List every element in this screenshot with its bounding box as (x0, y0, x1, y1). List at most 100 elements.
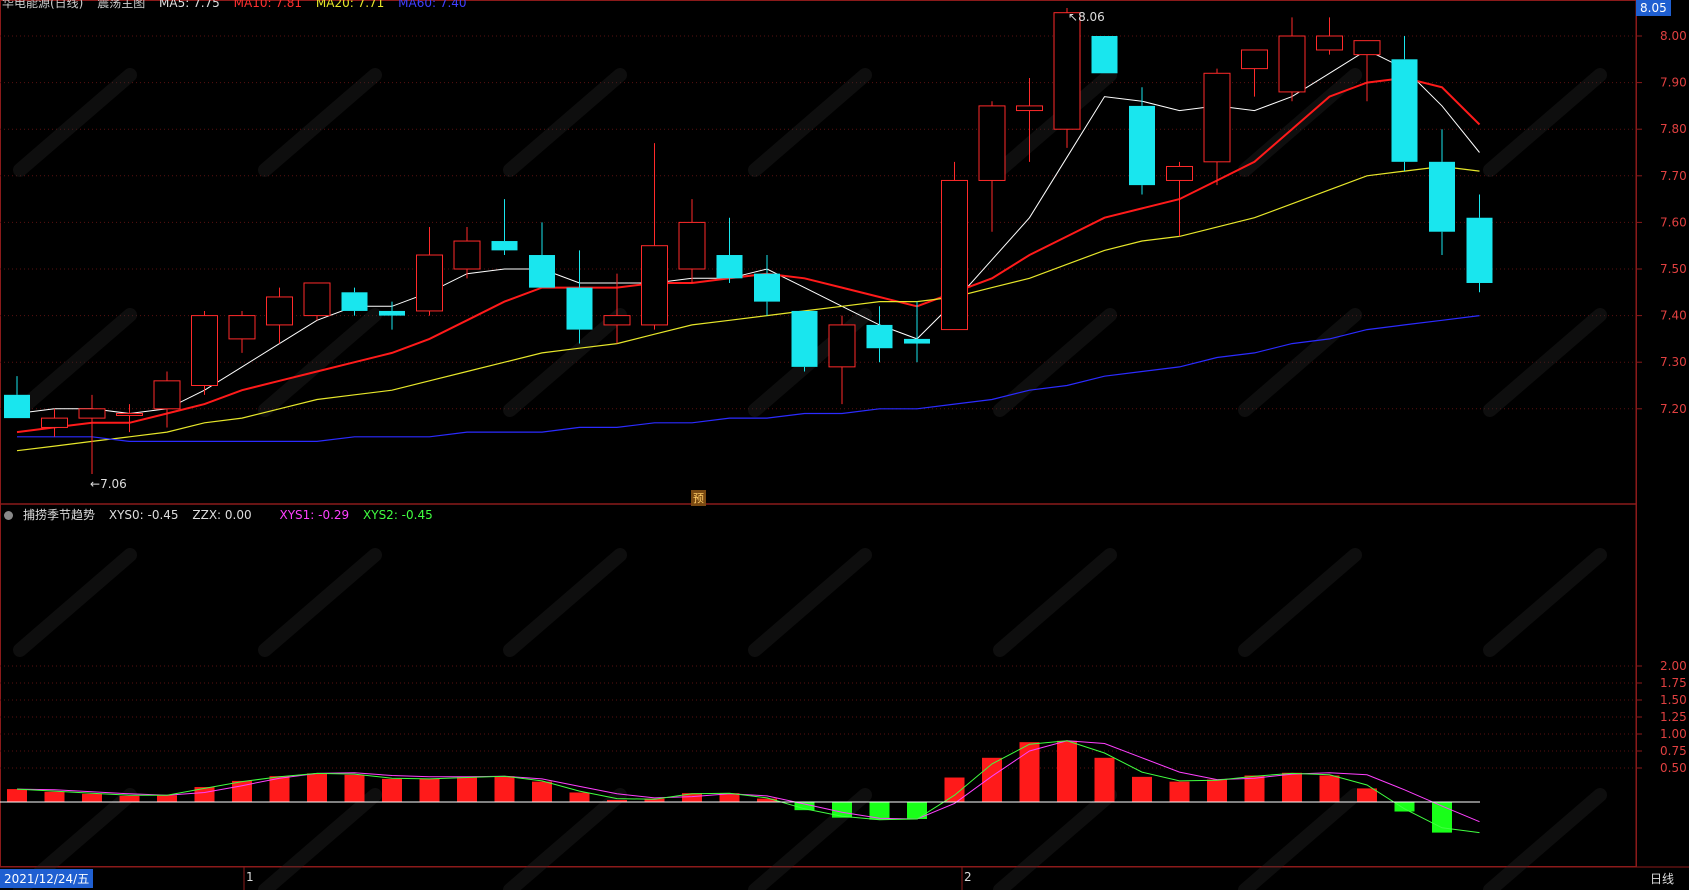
candle (1016, 77, 1043, 162)
xys2-label: XYS2: -0.45 (363, 508, 433, 522)
candle-body-up (1203, 72, 1231, 163)
candle-body-down (1091, 36, 1118, 74)
candle (866, 306, 893, 363)
indicator-bar-positive (682, 793, 702, 802)
price-tick-label: 7.60 (1660, 215, 1687, 229)
ma10-label: MA10: 7.81 (233, 0, 303, 10)
watermark-mark (13, 548, 137, 657)
indicator-bar-positive (382, 778, 402, 802)
indicator-bars (7, 740, 1452, 833)
indicator-bar-positive (644, 798, 665, 802)
candle-body-down (341, 292, 368, 311)
indicator-legend-name[interactable]: 捕捞季节趋势 (23, 508, 96, 522)
candle-body-up (1053, 12, 1081, 130)
price-tick-label: 7.80 (1660, 122, 1687, 136)
ma20-line (16, 165, 1480, 452)
price-tick-label: 7.30 (1660, 355, 1687, 369)
candle-body-down (716, 255, 743, 279)
price-tick-label: 7.90 (1660, 76, 1687, 90)
candle (1353, 40, 1381, 102)
indicator-tick-label: 1.75 (1660, 676, 1687, 690)
ma-lines (16, 49, 1481, 452)
candle (641, 143, 668, 330)
indicator-bar-positive (1094, 757, 1115, 802)
indicator-tick-label: 1.00 (1660, 727, 1687, 741)
candle (978, 101, 1006, 232)
candles (4, 8, 1493, 475)
price-tick-label: 8.00 (1660, 29, 1687, 43)
watermark-mark (993, 548, 1117, 657)
candle-body-up (1353, 40, 1381, 56)
candle (1429, 129, 1455, 256)
candle-body-up (828, 324, 856, 368)
candle (1466, 194, 1493, 293)
indicator-bar-positive (344, 774, 365, 802)
price-tick-label: 7.50 (1660, 262, 1687, 276)
period-selector[interactable]: 日线 (1650, 872, 1675, 886)
candle-body-up (1241, 49, 1268, 70)
watermark-mark (1238, 548, 1362, 657)
indicator-bar-positive (269, 776, 290, 802)
candle-body-up (416, 254, 443, 312)
watermark-mark (503, 308, 627, 417)
ma60-line (17, 315, 1480, 442)
candle-body-down (529, 255, 555, 288)
indicator-bar-positive (119, 795, 140, 802)
indicator-bar-positive (1019, 742, 1040, 802)
indicator-bar-positive (719, 793, 740, 802)
current-price-tag: 8.05 (1636, 0, 1671, 16)
low-annotation: ←7.06 (90, 477, 127, 491)
candle (116, 404, 143, 433)
zzx-label: ZZX: 0.00 (192, 508, 252, 522)
indicator-name[interactable]: 震荡主图 (97, 0, 146, 10)
indicator-grid (0, 665, 1636, 769)
indicator-bar-negative (832, 802, 852, 818)
forecast-badge[interactable]: 预 (691, 490, 706, 506)
candle-body-up (266, 296, 293, 326)
candle-body-up (41, 417, 68, 428)
xys0-label: XYS0: -0.45 (108, 508, 179, 522)
indicator-bar-positive (532, 781, 552, 802)
candle-body-down (491, 241, 518, 251)
cursor-date: 2021/12/24/五 (0, 869, 94, 888)
watermark-mark (993, 308, 1117, 417)
candle (941, 161, 968, 331)
candle (1129, 87, 1155, 195)
indicator-menu-icon[interactable] (4, 511, 13, 520)
indicator-bar-positive (607, 799, 627, 802)
top-legend: 华电能源(日线) 震荡主图 MA5: 7.75 MA10: 7.81 MA20:… (2, 0, 477, 11)
candle-body-up (191, 315, 218, 387)
watermark-mark (13, 68, 137, 177)
indicator-tick-label: 0.50 (1660, 761, 1687, 775)
candle (828, 315, 856, 405)
candle (603, 273, 631, 344)
candle (1203, 68, 1231, 186)
indicator-bar-positive (7, 789, 27, 802)
watermark-mark (503, 788, 627, 890)
candle (4, 376, 30, 419)
chart-frame (0, 0, 1637, 867)
indicator-bar-positive (494, 776, 515, 802)
candle (153, 371, 181, 428)
candle (228, 310, 256, 353)
indicator-bar-positive (1357, 788, 1377, 802)
candle (416, 227, 443, 316)
indicator-bar-positive (1207, 779, 1227, 802)
indicator-bar-positive (1282, 772, 1302, 802)
watermark-mark (748, 68, 872, 177)
indicator-axis: 2.00 1.75 1.50 1.25 1.00 0.75 0.50 (1636, 659, 1687, 775)
month-label-2: 2 (964, 870, 972, 884)
candle-body-up (603, 315, 631, 326)
watermark-mark (258, 548, 382, 657)
indicator-bar-positive (757, 798, 777, 802)
candle-body-up (453, 240, 481, 270)
indicator-bar-positive (1132, 776, 1152, 802)
candle-body-up (941, 179, 968, 331)
price-tick-label: 7.70 (1660, 169, 1687, 183)
candle (341, 287, 368, 316)
stock-title: 华电能源(日线) (2, 0, 84, 10)
candle (78, 394, 106, 475)
candle (191, 310, 218, 395)
candle-body-down (1466, 217, 1493, 283)
indicator-bar-positive (1319, 775, 1340, 802)
